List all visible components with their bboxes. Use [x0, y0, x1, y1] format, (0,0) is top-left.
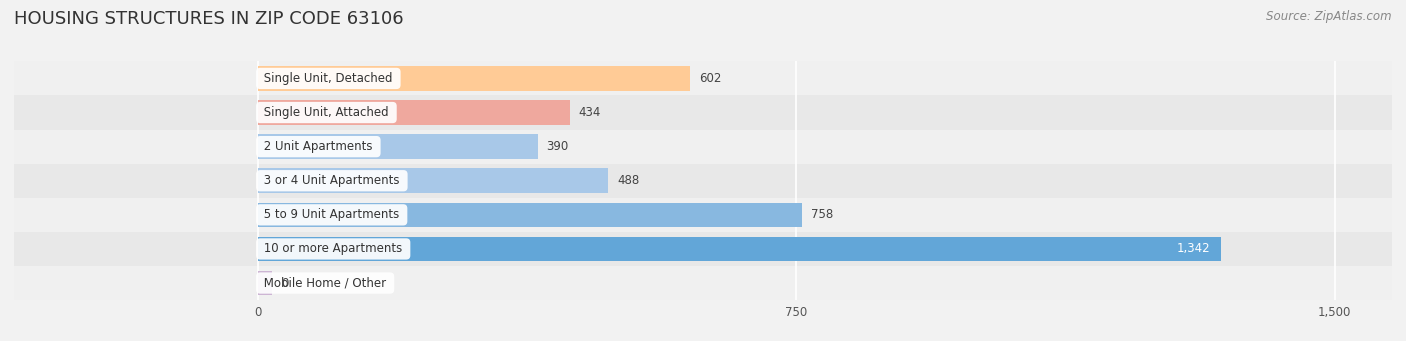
Text: 3 or 4 Unit Apartments: 3 or 4 Unit Apartments	[260, 174, 404, 187]
Text: 1,342: 1,342	[1177, 242, 1211, 255]
Bar	[14, 95, 1392, 130]
Text: 2 Unit Apartments: 2 Unit Apartments	[260, 140, 377, 153]
Text: 0: 0	[281, 277, 288, 290]
Text: HOUSING STRUCTURES IN ZIP CODE 63106: HOUSING STRUCTURES IN ZIP CODE 63106	[14, 10, 404, 28]
Text: 602: 602	[699, 72, 721, 85]
Bar	[14, 164, 1392, 198]
Bar	[14, 266, 1392, 300]
Text: 434: 434	[578, 106, 600, 119]
Bar	[14, 61, 1392, 95]
Bar	[259, 203, 801, 227]
Text: Mobile Home / Other: Mobile Home / Other	[260, 277, 389, 290]
Text: Source: ZipAtlas.com: Source: ZipAtlas.com	[1267, 10, 1392, 23]
Bar	[259, 237, 1222, 261]
Bar	[259, 168, 609, 193]
Text: Single Unit, Detached: Single Unit, Detached	[260, 72, 396, 85]
Text: Single Unit, Attached: Single Unit, Attached	[260, 106, 392, 119]
Text: 10 or more Apartments: 10 or more Apartments	[260, 242, 406, 255]
Bar	[259, 66, 690, 91]
Bar	[259, 271, 273, 295]
Text: 5 to 9 Unit Apartments: 5 to 9 Unit Apartments	[260, 208, 404, 221]
Text: 488: 488	[617, 174, 640, 187]
Bar	[259, 134, 538, 159]
Bar	[14, 232, 1392, 266]
Bar	[14, 198, 1392, 232]
Bar	[14, 130, 1392, 164]
Bar	[259, 100, 569, 125]
Text: 390: 390	[547, 140, 569, 153]
Text: 758: 758	[811, 208, 832, 221]
